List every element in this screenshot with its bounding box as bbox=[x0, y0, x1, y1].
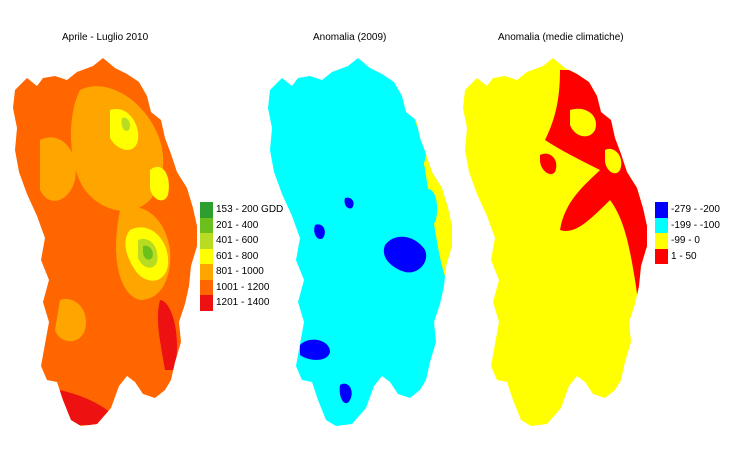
legend-gdd-label: 1001 - 1200 bbox=[216, 281, 270, 293]
legend-anomaly-entry: -99 - 0 bbox=[655, 233, 720, 249]
legend-gdd-swatch bbox=[200, 202, 213, 218]
legend-anomaly-swatch bbox=[655, 202, 668, 218]
legend-gdd-entry: 801 - 1000 bbox=[200, 264, 283, 280]
legend-gdd-label: 801 - 1000 bbox=[216, 266, 264, 277]
legend-gdd-label: 201 - 400 bbox=[216, 219, 259, 231]
map-anomaly-2009-base bbox=[268, 58, 452, 426]
map-title-gdd: Aprile - Luglio 2010 bbox=[62, 32, 149, 43]
map-anomaly-climate-base bbox=[463, 58, 647, 426]
map-gdd bbox=[13, 58, 197, 426]
legend-anomaly-swatch bbox=[655, 217, 668, 233]
legend-gdd-swatch bbox=[200, 279, 213, 295]
legend-gdd-entry: 601 - 800 bbox=[200, 248, 283, 264]
map-title-anomaly-2009: Anomalia (2009) bbox=[313, 32, 387, 43]
legend-gdd: 153 - 200 GDD 201 - 400 401 - 600 601 - 800… bbox=[200, 202, 283, 311]
legend-gdd-entry: 201 - 400 bbox=[200, 217, 283, 233]
legend-gdd-swatch bbox=[200, 264, 213, 280]
map-title-anomaly-climate: Anomalia (medie climatiche) bbox=[498, 32, 624, 43]
legend-anomaly-entry: -199 - -100 bbox=[655, 217, 720, 233]
legend-gdd-entry: 401 - 600 bbox=[200, 233, 283, 249]
legend-anomaly-label: -279 - -200 bbox=[671, 204, 720, 215]
legend-gdd-swatch bbox=[200, 233, 213, 249]
legend-gdd-label: 401 - 600 bbox=[216, 235, 259, 246]
legend-anomaly-entry: 1 - 50 bbox=[655, 248, 720, 264]
legend-anomaly-entry: -279 - -200 bbox=[655, 202, 720, 218]
legend-gdd-swatch bbox=[200, 295, 213, 311]
legend-gdd-entry: 153 - 200 GDD bbox=[200, 202, 283, 218]
legend-anomaly-swatch bbox=[655, 233, 668, 249]
map-anomaly-2009 bbox=[268, 58, 452, 426]
legend-gdd-label: 1201 - 1400 bbox=[216, 297, 270, 308]
legend-anomaly-swatch bbox=[655, 248, 668, 264]
legend-gdd-swatch bbox=[200, 217, 213, 233]
legend-anomaly-label: -99 - 0 bbox=[671, 235, 700, 246]
legend-anomaly-label: 1 - 50 bbox=[671, 250, 697, 262]
legend-anomaly: -279 - -200 -199 - -100 -99 - 0 1 - 50 bbox=[655, 202, 720, 264]
legend-gdd-label: 601 - 800 bbox=[216, 250, 259, 262]
legend-gdd-entry: 1201 - 1400 bbox=[200, 295, 283, 311]
legend-gdd-swatch bbox=[200, 248, 213, 264]
legend-gdd-label: 153 - 200 GDD bbox=[216, 204, 284, 215]
legend-gdd-entry: 1001 - 1200 bbox=[200, 279, 283, 295]
map-anomaly-climate bbox=[463, 58, 647, 426]
legend-anomaly-label: -199 - -100 bbox=[671, 219, 720, 231]
